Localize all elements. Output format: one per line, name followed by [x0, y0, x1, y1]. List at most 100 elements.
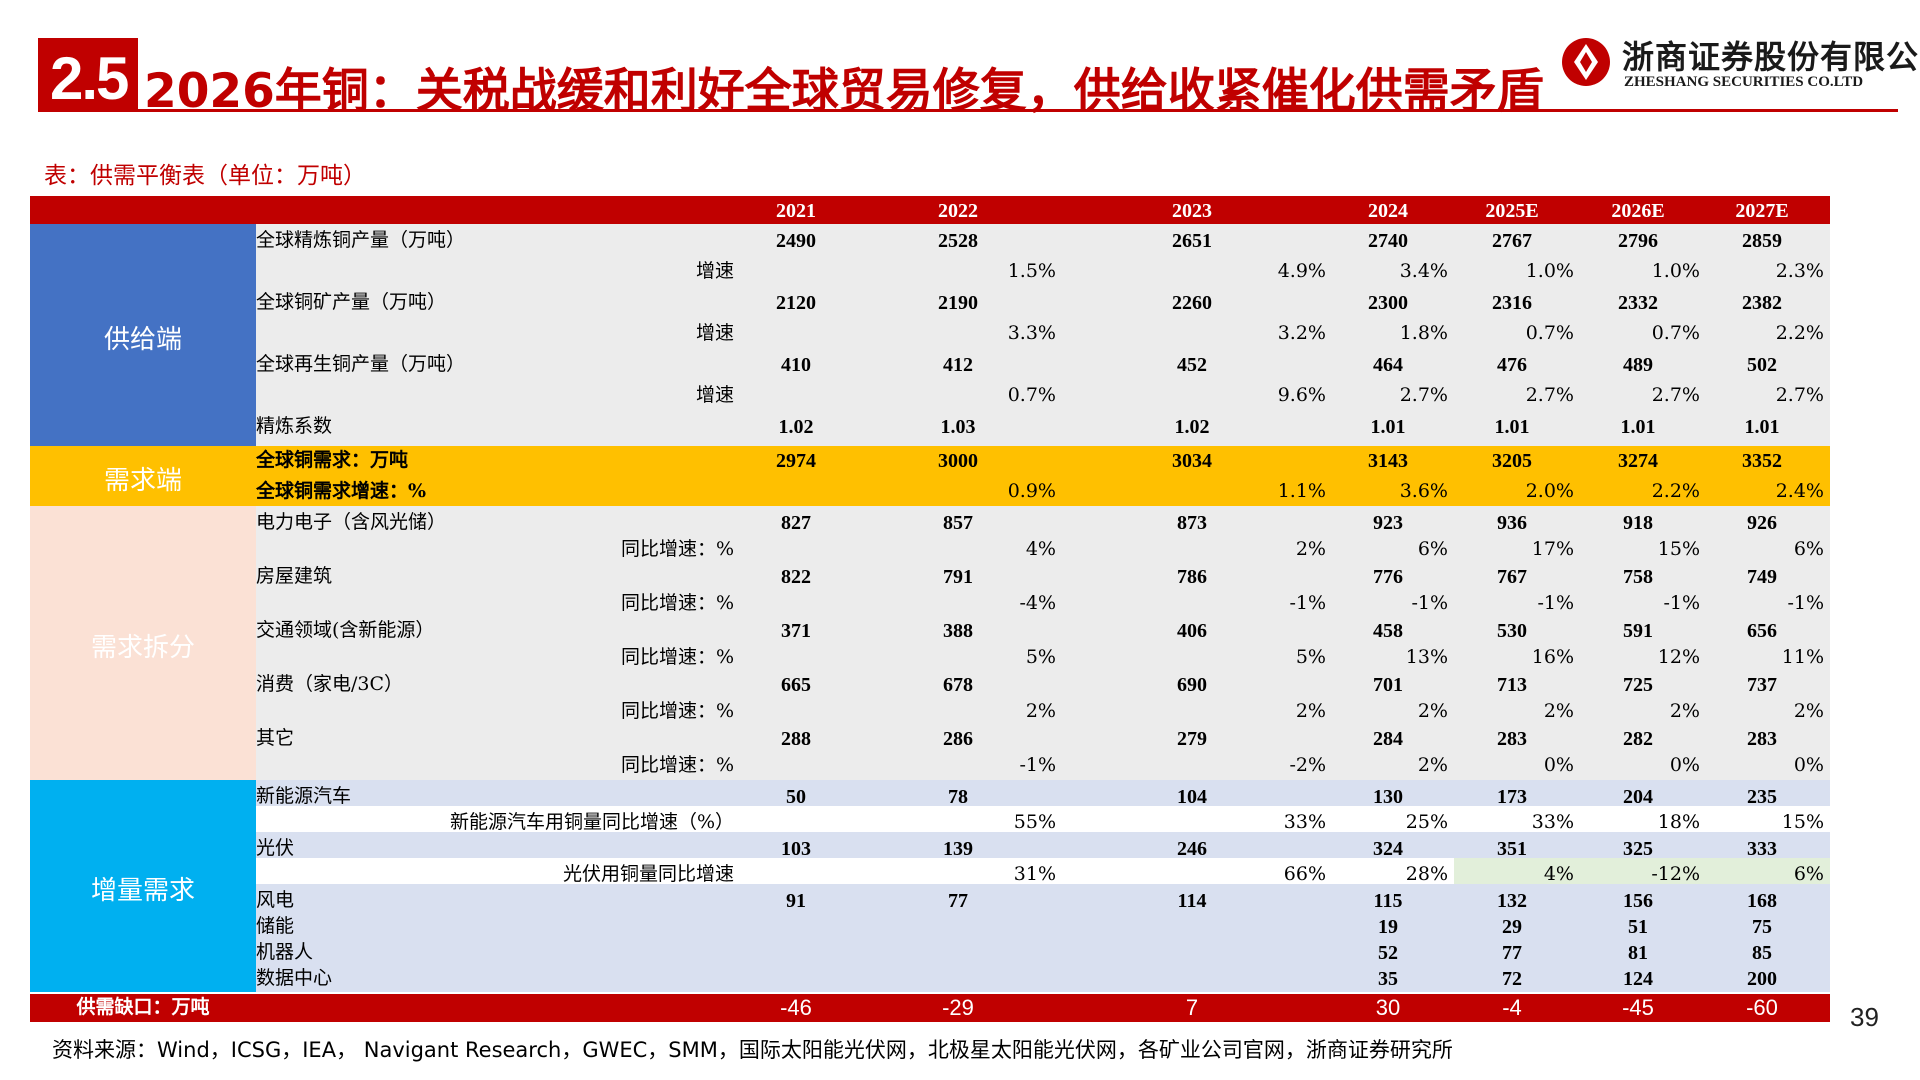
value-cell-2022: 5% — [1025, 646, 1056, 668]
value-cell-2024: 3143 — [1368, 450, 1408, 472]
value-cell-2026E: 3274 — [1618, 450, 1658, 472]
gap-value-2024: 30 — [1375, 995, 1401, 1020]
value-cell-2026E: 2.2% — [1651, 480, 1700, 502]
value-cell-2024: 458 — [1373, 620, 1403, 642]
value-cell-2027E: 656 — [1747, 620, 1777, 642]
demand-breakdown-group-label-bg — [30, 506, 256, 780]
table-row: 新能源汽车 50 78 104 130 173 204 235 — [30, 784, 1830, 811]
value-cell-2025E: 2% — [1543, 700, 1574, 722]
value-cell-2024: 19 — [1378, 916, 1398, 938]
section-number-badge: 2.5 — [38, 38, 138, 112]
value-cell-2021: 827 — [781, 512, 811, 534]
value-cell-2027E: 2.3% — [1775, 260, 1824, 282]
column-header-2025E: 2025E — [1485, 200, 1539, 222]
gap-value-2023: 7 — [1185, 995, 1199, 1020]
value-cell-2027E: 2.4% — [1775, 480, 1824, 502]
value-cell-2027E: 15% — [1781, 811, 1824, 833]
value-cell-2021: 2490 — [776, 230, 816, 252]
value-cell-2021: 103 — [781, 838, 811, 860]
value-cell-2023: 2% — [1295, 700, 1326, 722]
column-header-2022: 2022 — [938, 200, 978, 222]
value-cell-2025E: 33% — [1531, 811, 1574, 833]
value-cell-2023: 2% — [1295, 538, 1326, 560]
value-cell-2022: 4% — [1025, 538, 1056, 560]
value-cell-2025E: 0.7% — [1525, 322, 1574, 344]
header-divider — [138, 109, 1898, 112]
value-cell-2026E: 758 — [1623, 566, 1653, 588]
value-cell-2026E: 81 — [1628, 942, 1648, 964]
row-label: 同比增速：% — [620, 538, 734, 560]
demand-group-label: 需求端 — [103, 466, 182, 496]
value-cell-2024: 1.8% — [1399, 322, 1448, 344]
value-cell-2021: 50 — [786, 786, 806, 808]
value-cell-2025E: 2316 — [1492, 292, 1532, 314]
value-cell-2025E: 2767 — [1492, 230, 1532, 252]
value-cell-2022: 3000 — [938, 450, 978, 472]
value-cell-2026E: 591 — [1623, 620, 1653, 642]
value-cell-2026E: 489 — [1623, 354, 1653, 376]
table-row: 其它 288 286 279 284 283 282 283 — [30, 726, 1830, 753]
value-cell-2025E: 767 — [1497, 566, 1527, 588]
row-label: 其它 — [256, 727, 295, 749]
value-cell-2023: 2651 — [1172, 230, 1212, 252]
value-cell-2027E: 0% — [1793, 754, 1824, 776]
row-label: 全球铜矿产量（万吨） — [256, 291, 447, 313]
value-cell-2025E: 1.0% — [1525, 260, 1574, 282]
value-cell-2027E: 926 — [1747, 512, 1777, 534]
value-cell-2021: 822 — [781, 566, 811, 588]
value-cell-2027E: 502 — [1747, 354, 1777, 376]
value-cell-2024: 923 — [1373, 512, 1403, 534]
table-header-bg — [30, 196, 1830, 224]
gap-value-2021: -46 — [780, 995, 812, 1020]
value-cell-2022: 31% — [1013, 863, 1056, 885]
row-label: 房屋建筑 — [256, 565, 333, 587]
value-cell-2023: 873 — [1177, 512, 1207, 534]
row-label: 机器人 — [256, 941, 314, 963]
value-cell-2026E: 18% — [1657, 811, 1700, 833]
row-label: 全球铜需求：万吨 — [256, 449, 409, 471]
column-header-2023: 2023 — [1172, 200, 1212, 222]
value-cell-2022: -4% — [1019, 592, 1056, 614]
value-cell-2026E: 204 — [1623, 786, 1653, 808]
value-cell-2024: 35 — [1378, 968, 1398, 990]
value-cell-2026E: 918 — [1623, 512, 1653, 534]
gap-value-2025E: -4 — [1502, 995, 1522, 1020]
value-cell-2022: 77 — [948, 890, 968, 912]
column-header-2027E: 2027E — [1735, 200, 1789, 222]
row-label: 精炼系数 — [256, 415, 333, 437]
value-cell-2027E: 168 — [1747, 890, 1777, 912]
page-number: 39 — [1850, 1002, 1879, 1032]
incremental-demand-group-label-bg — [30, 780, 256, 992]
value-cell-2026E: 2796 — [1618, 230, 1658, 252]
value-cell-2023: 5% — [1295, 646, 1326, 668]
row-label: 全球铜需求增速：% — [256, 480, 427, 502]
value-cell-2026E: 12% — [1657, 646, 1700, 668]
value-cell-2022: 286 — [943, 728, 973, 750]
supply-section-bg — [256, 224, 1830, 446]
row-label: 交通领域(含新能源） — [256, 619, 435, 641]
value-cell-2021: 2120 — [776, 292, 816, 314]
value-cell-2025E: 1.01 — [1494, 416, 1530, 438]
row-label: 同比增速：% — [620, 646, 734, 668]
table-row: 全球精炼铜产量（万吨） 2490 2528 2651 2740 2767 2796 2859 — [30, 228, 1830, 255]
value-cell-2024: 284 — [1373, 728, 1403, 750]
value-cell-2025E: 351 — [1497, 838, 1527, 860]
demand-section-bg — [30, 446, 1830, 506]
supply-group-label-bg — [30, 224, 256, 446]
value-cell-2024: 1.01 — [1370, 416, 1406, 438]
value-cell-2026E: 0% — [1669, 754, 1700, 776]
value-cell-2022: 791 — [943, 566, 973, 588]
value-cell-2024: 115 — [1373, 890, 1403, 912]
value-cell-2023: 786 — [1177, 566, 1207, 588]
table-row: 增速 1.5% 4.9% 3.4% 1.0% 1.0% 2.3% — [30, 259, 1830, 286]
value-cell-2027E: 75 — [1752, 916, 1772, 938]
value-cell-2024: 464 — [1373, 354, 1403, 376]
value-cell-2027E: 200 — [1747, 968, 1777, 990]
value-cell-2026E: 2.7% — [1651, 384, 1700, 406]
value-cell-2026E: 282 — [1623, 728, 1653, 750]
value-cell-2025E: 173 — [1497, 786, 1527, 808]
table-row: 电力电子（含风光储） 827 857 873 923 936 918 926 — [30, 510, 1830, 537]
value-cell-2025E: 713 — [1497, 674, 1527, 696]
value-cell-2027E: -1% — [1787, 592, 1824, 614]
value-cell-2022: 55% — [1013, 811, 1056, 833]
